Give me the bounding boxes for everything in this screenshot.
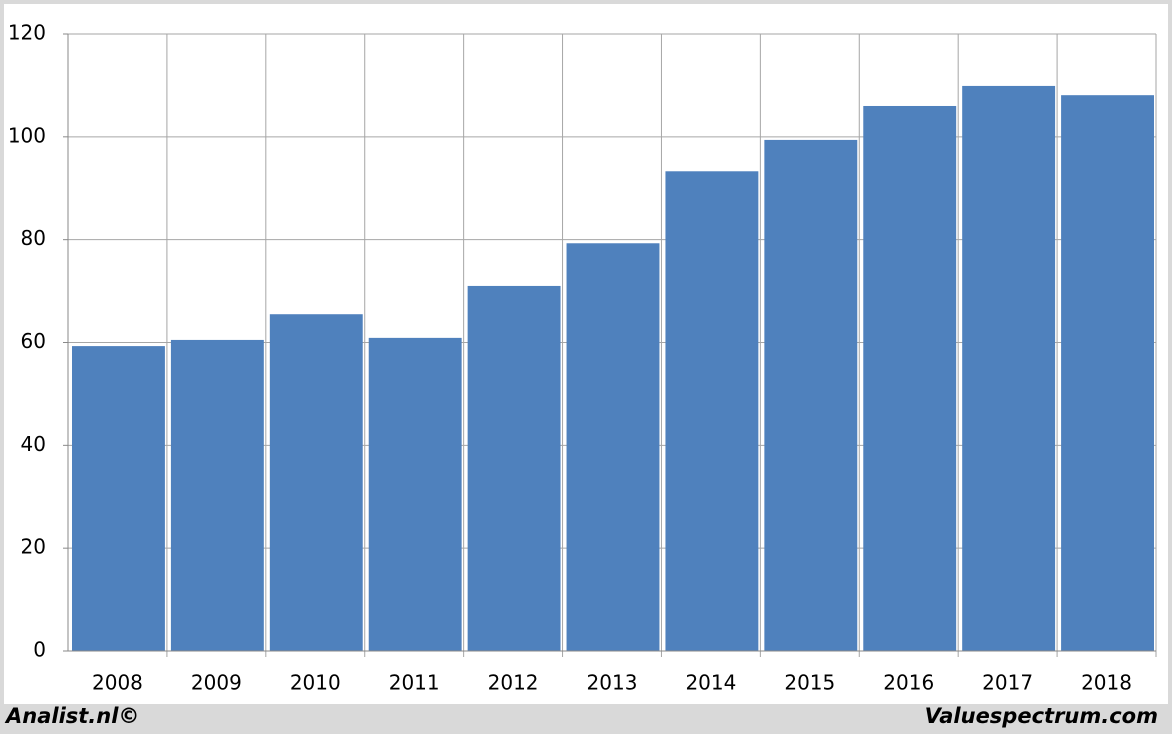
y-tick-label: 0 [33,638,46,662]
bar [269,314,363,651]
x-tick-label: 2009 [191,671,242,695]
x-tick-label: 2013 [587,671,638,695]
source-left: Analist.nl© [4,704,139,728]
bar [962,85,1056,651]
x-tick-label: 2015 [784,671,835,695]
source-right: Valuespectrum.com [925,704,1158,728]
x-tick-label: 2010 [290,671,341,695]
x-tick-label: 2012 [488,671,539,695]
bar [72,346,165,651]
x-tick-label: 2018 [1081,671,1132,695]
bar [566,243,660,651]
x-tick-label: 2011 [389,671,440,695]
bar [1061,95,1154,651]
bar [368,337,462,651]
bar [863,105,957,651]
y-tick-label: 120 [8,21,46,45]
y-tick-label: 80 [21,226,46,250]
y-tick-label: 40 [21,432,46,456]
x-tick-label: 2008 [92,671,143,695]
bar [764,139,858,651]
x-tick-label: 2017 [982,671,1033,695]
x-tick-label: 2014 [685,671,736,695]
y-tick-label: 100 [8,123,46,147]
bar [467,285,561,651]
bar [665,171,759,651]
y-tick-label: 20 [21,535,46,559]
x-tick-label: 2016 [883,671,934,695]
y-tick-label: 60 [21,329,46,353]
bar [170,339,264,651]
